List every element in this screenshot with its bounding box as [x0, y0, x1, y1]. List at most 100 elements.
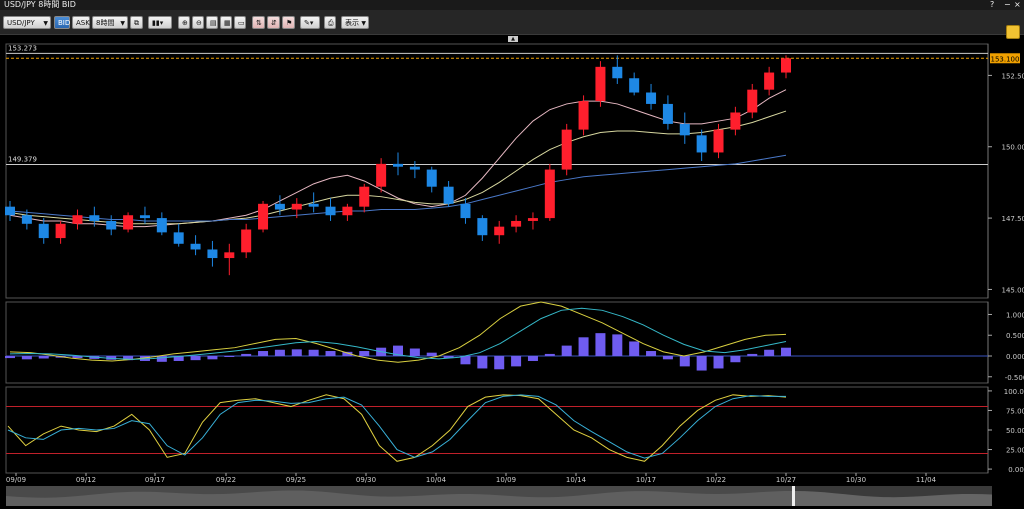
y-tick-label: 150.000: [1002, 144, 1024, 152]
current-price-label: 153.100: [991, 55, 1020, 63]
y-tick-label: 100.00: [1004, 388, 1024, 396]
pencil-icon[interactable]: ✎▾: [300, 16, 320, 29]
macd-histogram-bar: [679, 356, 690, 367]
moving-average-fast: [9, 89, 787, 228]
macd-histogram-bar: [730, 356, 741, 363]
scrollbar-window: [6, 486, 792, 506]
macd-histogram-bar: [241, 353, 252, 356]
macd-histogram-bar: [156, 356, 167, 362]
macd-histogram-bar: [123, 356, 134, 361]
stochastics-k-line: [7, 394, 787, 462]
y-tick-label: 0.000: [1006, 353, 1024, 361]
candle-body: [511, 220, 522, 227]
moving-average-mid: [9, 110, 787, 225]
ask-button[interactable]: ASK: [72, 16, 90, 29]
table-icon[interactable]: ▦: [220, 16, 232, 29]
candle-body: [409, 166, 420, 170]
candle-body: [713, 129, 724, 153]
order-alt-icon[interactable]: ⇵: [267, 16, 280, 29]
candle-body: [359, 186, 370, 207]
x-tick-label: 10/17: [636, 476, 656, 484]
candle-body: [156, 218, 167, 233]
collapse-toolbar-icon[interactable]: ▲: [508, 36, 518, 42]
layout-icon[interactable]: ▤: [206, 16, 218, 29]
y-tick-label: 50.00: [1006, 427, 1024, 435]
candle-body: [662, 103, 673, 124]
candle-body: [646, 92, 657, 104]
y-tick-label: 152.500: [1002, 72, 1024, 80]
candle-body: [781, 58, 791, 73]
macd-histogram-bar: [747, 353, 758, 356]
timeframe-label: 8時間: [96, 19, 115, 27]
candle-body: [21, 215, 32, 224]
chart-type-icon[interactable]: ▮▮▾: [148, 16, 172, 29]
macd-histogram-bar: [190, 356, 201, 361]
macd-histogram-bar: [544, 353, 555, 356]
price-panel[interactable]: 152.500 150.000 147.500 145.000 153.273 149.3…: [5, 44, 1024, 294]
candle-body: [291, 203, 302, 210]
candle-body: [308, 203, 319, 207]
view-menu-button[interactable]: 表示 ▼: [341, 16, 369, 29]
timeframe-select[interactable]: 8時間 ▼: [92, 16, 128, 29]
x-tick-label: 09/25: [286, 476, 306, 484]
macd-histogram-bar: [781, 347, 791, 356]
stochastics-d-line: [7, 394, 786, 459]
panel-border: [5, 301, 989, 384]
macd-histogram-bar: [21, 356, 32, 360]
bid-button[interactable]: BID: [54, 16, 70, 29]
window-title: USD/JPY 8時間 BID: [4, 0, 76, 9]
x-axis: 09/09 09/12 09/17 09/22 09/25 09/30 10/04 10/09…: [6, 473, 937, 484]
macd-histogram-bar: [5, 356, 15, 359]
candle-body: [376, 163, 387, 187]
toolbar: USD/JPY ▼ BID ASK 8時間 ▼ ⧉ ▮▮▾ ⊕ ⊖ ▤ ▦ ▭ ⇅ …: [0, 10, 1024, 39]
macd-histogram-bar: [527, 356, 538, 361]
macd-histogram-bar: [173, 356, 184, 361]
x-tick-label: 09/12: [76, 476, 96, 484]
minimize-button[interactable]: −: [1004, 0, 1011, 9]
x-tick-label: 10/09: [496, 476, 516, 484]
grid-icon[interactable]: [1006, 25, 1020, 39]
stochastics-panel[interactable]: 100.00 75.00 50.00 25.00 0.00: [6, 388, 1024, 474]
zoom-out-icon[interactable]: ⊖: [192, 16, 204, 29]
signal-line: [9, 307, 787, 360]
candle-body: [426, 169, 437, 187]
macd-histogram-bar: [696, 356, 707, 371]
x-tick-label: 09/09: [6, 476, 26, 484]
x-tick-label: 09/17: [145, 476, 165, 484]
macd-histogram-bar: [494, 356, 505, 370]
symbol-label: USD/JPY: [7, 19, 35, 27]
view-label: 表示: [345, 19, 359, 27]
macd-histogram-bar: [72, 356, 83, 359]
macd-histogram-bar: [393, 345, 403, 356]
order-icon[interactable]: ⇅: [252, 16, 265, 29]
y-tick-label: 1.000: [1006, 311, 1024, 319]
candle-body: [207, 249, 218, 259]
y-tick-label: 25.00: [1006, 447, 1024, 455]
print-icon[interactable]: ⎙: [324, 16, 336, 29]
macd-histogram-bar: [477, 356, 488, 369]
close-button[interactable]: ×: [1014, 0, 1021, 9]
scrollbar[interactable]: [6, 486, 992, 506]
panel-border: [5, 43, 989, 299]
macd-histogram-bar: [106, 356, 117, 360]
macd-line: [9, 301, 787, 363]
y-tick-label: 0.00: [1008, 466, 1024, 474]
link-icon[interactable]: ⧉: [130, 16, 143, 29]
alert-icon[interactable]: ⚑: [282, 16, 295, 29]
macd-histogram-bar: [578, 337, 589, 356]
window-icon[interactable]: ▭: [234, 16, 246, 29]
candle-body: [527, 218, 538, 221]
candle-body: [578, 101, 589, 130]
zoom-in-icon[interactable]: ⊕: [178, 16, 190, 29]
y-tick-label: 145.000: [1002, 286, 1024, 294]
macd-histogram-bar: [612, 334, 623, 356]
macd-histogram-bar: [561, 345, 572, 356]
symbol-select[interactable]: USD/JPY ▼: [3, 16, 51, 29]
help-button[interactable]: ?: [990, 0, 995, 9]
macd-histogram-bar: [291, 349, 302, 356]
macd-panel[interactable]: 1.000 0.500 0.000 -0.500: [5, 301, 1024, 382]
candle-body: [393, 163, 403, 167]
y-tick-label: 75.00: [1006, 407, 1024, 415]
candle-body: [55, 223, 66, 239]
macd-histogram-bar: [274, 349, 285, 356]
